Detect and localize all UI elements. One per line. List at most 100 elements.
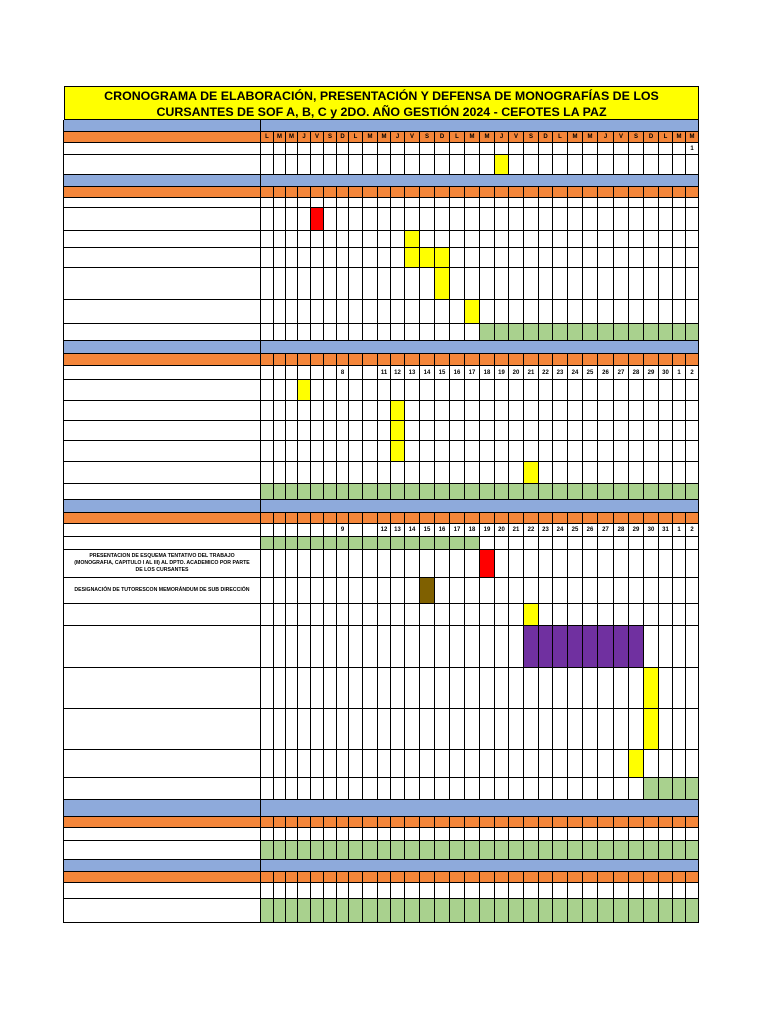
day-cell — [337, 421, 349, 441]
day-cell — [686, 872, 699, 883]
day-cell: 18 — [465, 524, 480, 537]
day-cell — [378, 750, 391, 778]
day-cell — [420, 778, 435, 800]
activity-bar — [324, 537, 337, 550]
day-cell: L — [450, 132, 465, 143]
day-cell — [450, 778, 465, 800]
day-cell — [298, 231, 311, 248]
day-cell — [465, 828, 480, 841]
day-cell — [686, 231, 699, 248]
day-cell — [553, 208, 568, 231]
day-cell — [405, 604, 420, 626]
day-cell — [274, 366, 286, 380]
day-cell — [465, 324, 480, 341]
day-cell: D — [539, 132, 553, 143]
day-cell: J — [598, 132, 614, 143]
day-cell — [644, 578, 659, 604]
day-cell — [568, 354, 583, 366]
day-cell — [450, 883, 465, 899]
day-cell — [274, 462, 286, 484]
day-cell — [614, 537, 629, 550]
day-cell — [391, 883, 405, 899]
day-cell — [629, 248, 644, 268]
activity-bar — [349, 899, 363, 923]
activity-bar — [420, 578, 435, 604]
activity-bar — [286, 841, 298, 860]
day-cell — [686, 828, 699, 841]
day-cell — [298, 604, 311, 626]
day-cell — [509, 231, 524, 248]
day-cell: L — [349, 132, 363, 143]
day-cell — [274, 354, 286, 366]
day-cell — [495, 817, 509, 828]
day-cell — [324, 626, 337, 668]
day-cell — [274, 604, 286, 626]
day-cell — [495, 883, 509, 899]
day-cell: 20 — [495, 524, 509, 537]
activity-bar — [465, 300, 480, 324]
day-cell — [324, 872, 337, 883]
day-cell — [261, 626, 274, 668]
activity-label: PRESENTACION DE ESQUEMA TENTATIVO DEL TR… — [64, 550, 261, 578]
day-cell — [509, 155, 524, 175]
activity-bar — [349, 484, 363, 500]
day-cell — [378, 817, 391, 828]
day-cell — [539, 604, 553, 626]
day-cell — [261, 668, 274, 709]
day-cell: L — [659, 132, 673, 143]
day-cell — [524, 709, 539, 750]
row-label — [64, 268, 261, 300]
activity-bar — [614, 626, 629, 668]
day-cell — [286, 828, 298, 841]
day-cell — [629, 354, 644, 366]
day-cell — [286, 578, 298, 604]
day-cell — [405, 668, 420, 709]
day-cell — [311, 155, 324, 175]
row-label — [64, 208, 261, 231]
day-cell — [539, 155, 553, 175]
day-cell — [349, 441, 363, 462]
day-cell — [495, 300, 509, 324]
day-cell — [378, 198, 391, 208]
day-cell — [324, 324, 337, 341]
day-cell — [480, 441, 495, 462]
day-cell — [598, 300, 614, 324]
day-cell — [274, 550, 286, 578]
activity-bar — [391, 421, 405, 441]
day-cell — [539, 513, 553, 524]
activity-bar — [524, 841, 539, 860]
day-cell — [465, 248, 480, 268]
day-cell — [465, 143, 480, 155]
day-cell — [420, 441, 435, 462]
day-cell — [435, 668, 450, 709]
day-cell: 12 — [391, 366, 405, 380]
day-cell — [509, 462, 524, 484]
day-cell — [298, 462, 311, 484]
day-cell — [614, 187, 629, 198]
day-cell — [673, 198, 686, 208]
day-cell — [378, 143, 391, 155]
day-cell — [286, 155, 298, 175]
day-cell — [261, 828, 274, 841]
day-cell — [480, 187, 495, 198]
day-cell — [349, 709, 363, 750]
day-cell — [614, 883, 629, 899]
day-cell — [686, 380, 699, 401]
day-cell — [509, 883, 524, 899]
day-cell — [298, 828, 311, 841]
day-cell — [378, 354, 391, 366]
day-cell — [363, 778, 378, 800]
day-cell — [311, 668, 324, 709]
day-cell — [349, 231, 363, 248]
day-cell — [673, 513, 686, 524]
day-cell — [274, 380, 286, 401]
activity-bar — [465, 841, 480, 860]
row-label — [64, 817, 261, 828]
activity-bar — [405, 537, 420, 550]
activity-bar — [480, 841, 495, 860]
day-cell — [583, 208, 598, 231]
day-cell — [311, 441, 324, 462]
day-cell: 14 — [420, 366, 435, 380]
day-cell: 15 — [435, 366, 450, 380]
activity-bar — [274, 484, 286, 500]
